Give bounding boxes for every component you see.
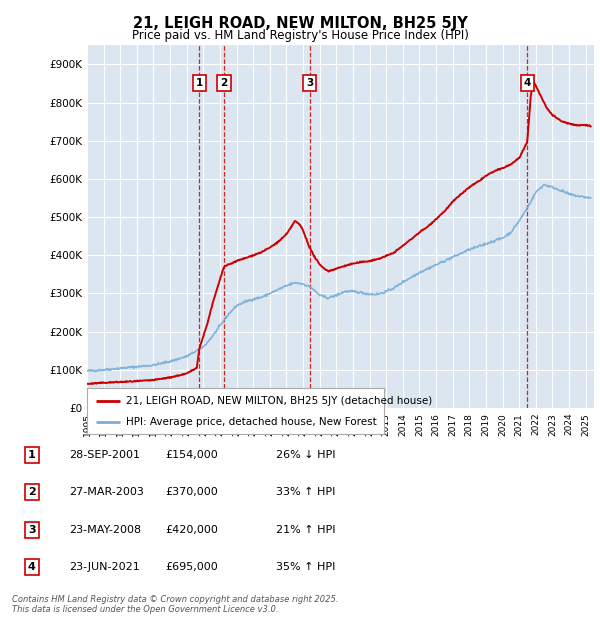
Text: Price paid vs. HM Land Registry's House Price Index (HPI): Price paid vs. HM Land Registry's House … (131, 29, 469, 42)
Text: 21% ↑ HPI: 21% ↑ HPI (276, 525, 335, 535)
Text: 2: 2 (28, 487, 35, 497)
Text: 21, LEIGH ROAD, NEW MILTON, BH25 5JY (detached house): 21, LEIGH ROAD, NEW MILTON, BH25 5JY (de… (125, 396, 432, 405)
Text: 33% ↑ HPI: 33% ↑ HPI (276, 487, 335, 497)
Text: 2: 2 (220, 78, 227, 88)
Text: £370,000: £370,000 (165, 487, 218, 497)
Text: 26% ↓ HPI: 26% ↓ HPI (276, 450, 335, 460)
Text: HPI: Average price, detached house, New Forest: HPI: Average price, detached house, New … (125, 417, 376, 427)
Text: 23-JUN-2021: 23-JUN-2021 (69, 562, 140, 572)
Text: 1: 1 (28, 450, 35, 460)
Text: 1: 1 (196, 78, 203, 88)
Text: Contains HM Land Registry data © Crown copyright and database right 2025.: Contains HM Land Registry data © Crown c… (12, 595, 338, 604)
Text: 27-MAR-2003: 27-MAR-2003 (69, 487, 144, 497)
Text: £420,000: £420,000 (165, 525, 218, 535)
Text: 21, LEIGH ROAD, NEW MILTON, BH25 5JY: 21, LEIGH ROAD, NEW MILTON, BH25 5JY (133, 16, 467, 31)
Text: 35% ↑ HPI: 35% ↑ HPI (276, 562, 335, 572)
Text: £695,000: £695,000 (165, 562, 218, 572)
Text: 28-SEP-2001: 28-SEP-2001 (69, 450, 140, 460)
Text: 23-MAY-2008: 23-MAY-2008 (69, 525, 141, 535)
Text: 4: 4 (523, 78, 531, 88)
Text: This data is licensed under the Open Government Licence v3.0.: This data is licensed under the Open Gov… (12, 604, 278, 614)
Text: £154,000: £154,000 (165, 450, 218, 460)
Text: 4: 4 (28, 562, 36, 572)
Text: 3: 3 (28, 525, 35, 535)
Text: 3: 3 (306, 78, 313, 88)
